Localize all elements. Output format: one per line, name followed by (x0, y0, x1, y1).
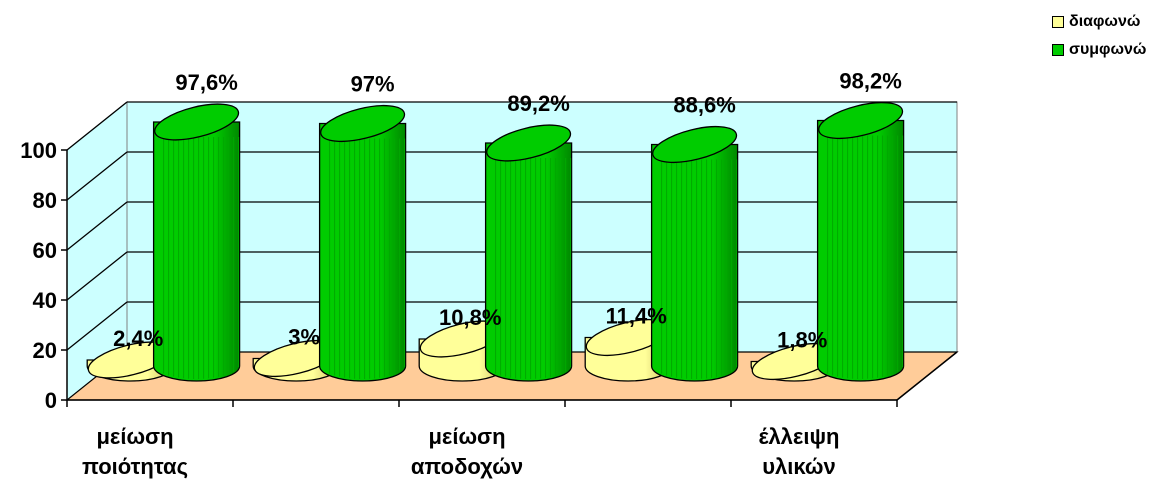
data-label-disagree: 3% (288, 325, 320, 350)
gridline-side (66, 201, 128, 251)
bars (86, 101, 905, 382)
y-tick-label: 60 (33, 238, 57, 263)
legend-swatch-agree (1052, 44, 1064, 56)
data-label-disagree: 11,4% (606, 304, 667, 329)
category-label: έλλειψη υλικών (758, 424, 840, 479)
legend-swatch-disagree (1052, 16, 1064, 28)
gridline-side (66, 251, 128, 301)
gridline-side (66, 101, 128, 151)
data-label-disagree: 10,8% (439, 305, 501, 330)
bar-disagree-3 (584, 318, 672, 382)
y-tick-label: 40 (33, 288, 57, 313)
bar-agree-3 (650, 125, 739, 382)
bar-body (650, 143, 739, 382)
bar-top (818, 101, 904, 140)
bar-disagree-0 (86, 341, 174, 382)
bar-agree-0 (152, 103, 241, 382)
category-label: μείωση ποιότητας (81, 424, 189, 479)
bar-body (318, 122, 407, 382)
bar-agree-4 (816, 101, 905, 382)
data-label-disagree: 1,8% (777, 328, 827, 353)
data-label-agree: 88,6% (673, 93, 735, 118)
legend-item-disagree: διαφωνώ (1052, 8, 1146, 36)
bar-body (152, 121, 241, 382)
bar-disagree-4 (750, 342, 838, 382)
data-label-agree: 97,6% (175, 70, 237, 95)
bar-body (816, 119, 905, 382)
bar-top (320, 104, 406, 143)
bar-agree-1 (318, 104, 407, 382)
data-labels: 2,4% 97,6% 3% 97% 10,8% 89,2% 11,4% 88,6% 1,8% 98… (113, 69, 902, 353)
bar-body (484, 142, 573, 382)
legend-item-agree: συμφωνώ (1052, 36, 1146, 64)
y-tick-label: 80 (33, 188, 57, 213)
data-label-agree: 98,2% (839, 69, 901, 94)
legend: διαφωνώ συμφωνώ (1052, 8, 1146, 64)
data-label-disagree: 2,4% (113, 326, 163, 351)
data-label-agree: 97% (351, 72, 395, 97)
y-tick-label: 20 (33, 338, 57, 363)
legend-label: συμφωνώ (1069, 41, 1147, 58)
legend-label: διαφωνώ (1069, 13, 1141, 30)
gridline-side (66, 151, 128, 201)
gridline-side (66, 301, 128, 351)
bar-top (154, 103, 240, 141)
bar-agree-2 (484, 124, 573, 382)
y-tick-label: 0 (45, 388, 57, 413)
category-label: μείωση αποδοχών (410, 424, 524, 479)
data-label-agree: 89,2% (507, 91, 569, 116)
floor-edge (896, 351, 958, 401)
bar-top (486, 124, 572, 162)
bar-top (652, 125, 738, 164)
y-tick-label: 100 (20, 138, 57, 163)
axes: 0 20 40 60 80 100 (20, 138, 958, 413)
